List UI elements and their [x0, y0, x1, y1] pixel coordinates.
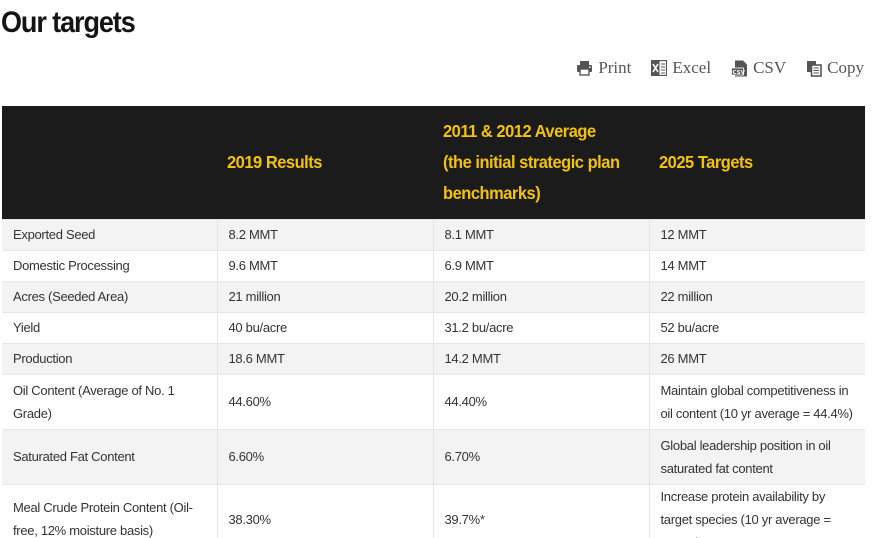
csv-label: CSV: [753, 58, 786, 78]
cell-2025: 22 million: [649, 281, 865, 312]
cell-2019: 18.6 MMT: [217, 343, 433, 374]
cell-benchmark: 8.1 MMT: [433, 219, 649, 250]
excel-label: Excel: [672, 58, 711, 78]
row-label: Oil Content (Average of No. 1 Grade): [2, 374, 217, 429]
cell-2025: 26 MMT: [649, 343, 865, 374]
targets-table-container: 2019 Results 2011 & 2012 Average (the in…: [2, 106, 865, 538]
cell-2019: 8.2 MMT: [217, 219, 433, 250]
table-row: Production 18.6 MMT 14.2 MMT 26 MMT: [2, 343, 865, 374]
cell-benchmark: 39.7%*: [433, 484, 649, 538]
row-label: Domestic Processing: [2, 250, 217, 281]
cell-2025: Increase protein availability by target …: [649, 484, 865, 538]
targets-table: 2019 Results 2011 & 2012 Average (the in…: [2, 106, 865, 538]
row-label: Meal Crude Protein Content (Oil-free, 12…: [2, 484, 217, 538]
table-row: Exported Seed 8.2 MMT 8.1 MMT 12 MMT: [2, 219, 865, 250]
page-title: Our targets: [1, 6, 135, 40]
cell-2019: 6.60%: [217, 429, 433, 484]
excel-icon: [651, 60, 667, 76]
cell-benchmark: 44.40%: [433, 374, 649, 429]
cell-2025: 14 MMT: [649, 250, 865, 281]
print-button[interactable]: Print: [576, 58, 631, 78]
row-label: Production: [2, 343, 217, 374]
row-label: Exported Seed: [2, 219, 217, 250]
print-label: Print: [598, 58, 631, 78]
cell-2025: Maintain global competitiveness in oil c…: [649, 374, 865, 429]
export-toolbar: Print Excel CSV CSV: [576, 58, 864, 78]
copy-label: Copy: [827, 58, 864, 78]
table-row: Yield 40 bu/acre 31.2 bu/acre 52 bu/acre: [2, 312, 865, 343]
header-2025-targets: 2025 Targets: [649, 106, 865, 219]
header-empty: [2, 106, 217, 219]
printer-icon: [576, 60, 593, 76]
table-row: Acres (Seeded Area) 21 million 20.2 mill…: [2, 281, 865, 312]
svg-text:CSV: CSV: [733, 70, 746, 76]
table-row: Domestic Processing 9.6 MMT 6.9 MMT 14 M…: [2, 250, 865, 281]
cell-benchmark: 6.70%: [433, 429, 649, 484]
cell-benchmark: 6.9 MMT: [433, 250, 649, 281]
cell-2019: 21 million: [217, 281, 433, 312]
cell-2019: 44.60%: [217, 374, 433, 429]
copy-button[interactable]: Copy: [806, 58, 864, 78]
cell-2019: 9.6 MMT: [217, 250, 433, 281]
excel-button[interactable]: Excel: [651, 58, 711, 78]
cell-2025: Global leadership position in oil satura…: [649, 429, 865, 484]
cell-benchmark: 14.2 MMT: [433, 343, 649, 374]
cell-2019: 40 bu/acre: [217, 312, 433, 343]
cell-benchmark: 20.2 million: [433, 281, 649, 312]
header-2019-results: 2019 Results: [217, 106, 433, 219]
row-label: Yield: [2, 312, 217, 343]
cell-2025: 12 MMT: [649, 219, 865, 250]
row-label: Acres (Seeded Area): [2, 281, 217, 312]
header-2011-2012-average: 2011 & 2012 Average (the initial strateg…: [433, 106, 649, 219]
csv-button[interactable]: CSV CSV: [731, 58, 786, 78]
table-header-row: 2019 Results 2011 & 2012 Average (the in…: [2, 106, 865, 219]
csv-icon: CSV: [731, 60, 748, 77]
cell-2025: 52 bu/acre: [649, 312, 865, 343]
cell-benchmark: 31.2 bu/acre: [433, 312, 649, 343]
table-row: Meal Crude Protein Content (Oil-free, 12…: [2, 484, 865, 538]
table-row: Saturated Fat Content 6.60% 6.70% Global…: [2, 429, 865, 484]
table-row: Oil Content (Average of No. 1 Grade) 44.…: [2, 374, 865, 429]
row-label: Saturated Fat Content: [2, 429, 217, 484]
copy-icon: [806, 60, 822, 77]
cell-2019: 38.30%: [217, 484, 433, 538]
